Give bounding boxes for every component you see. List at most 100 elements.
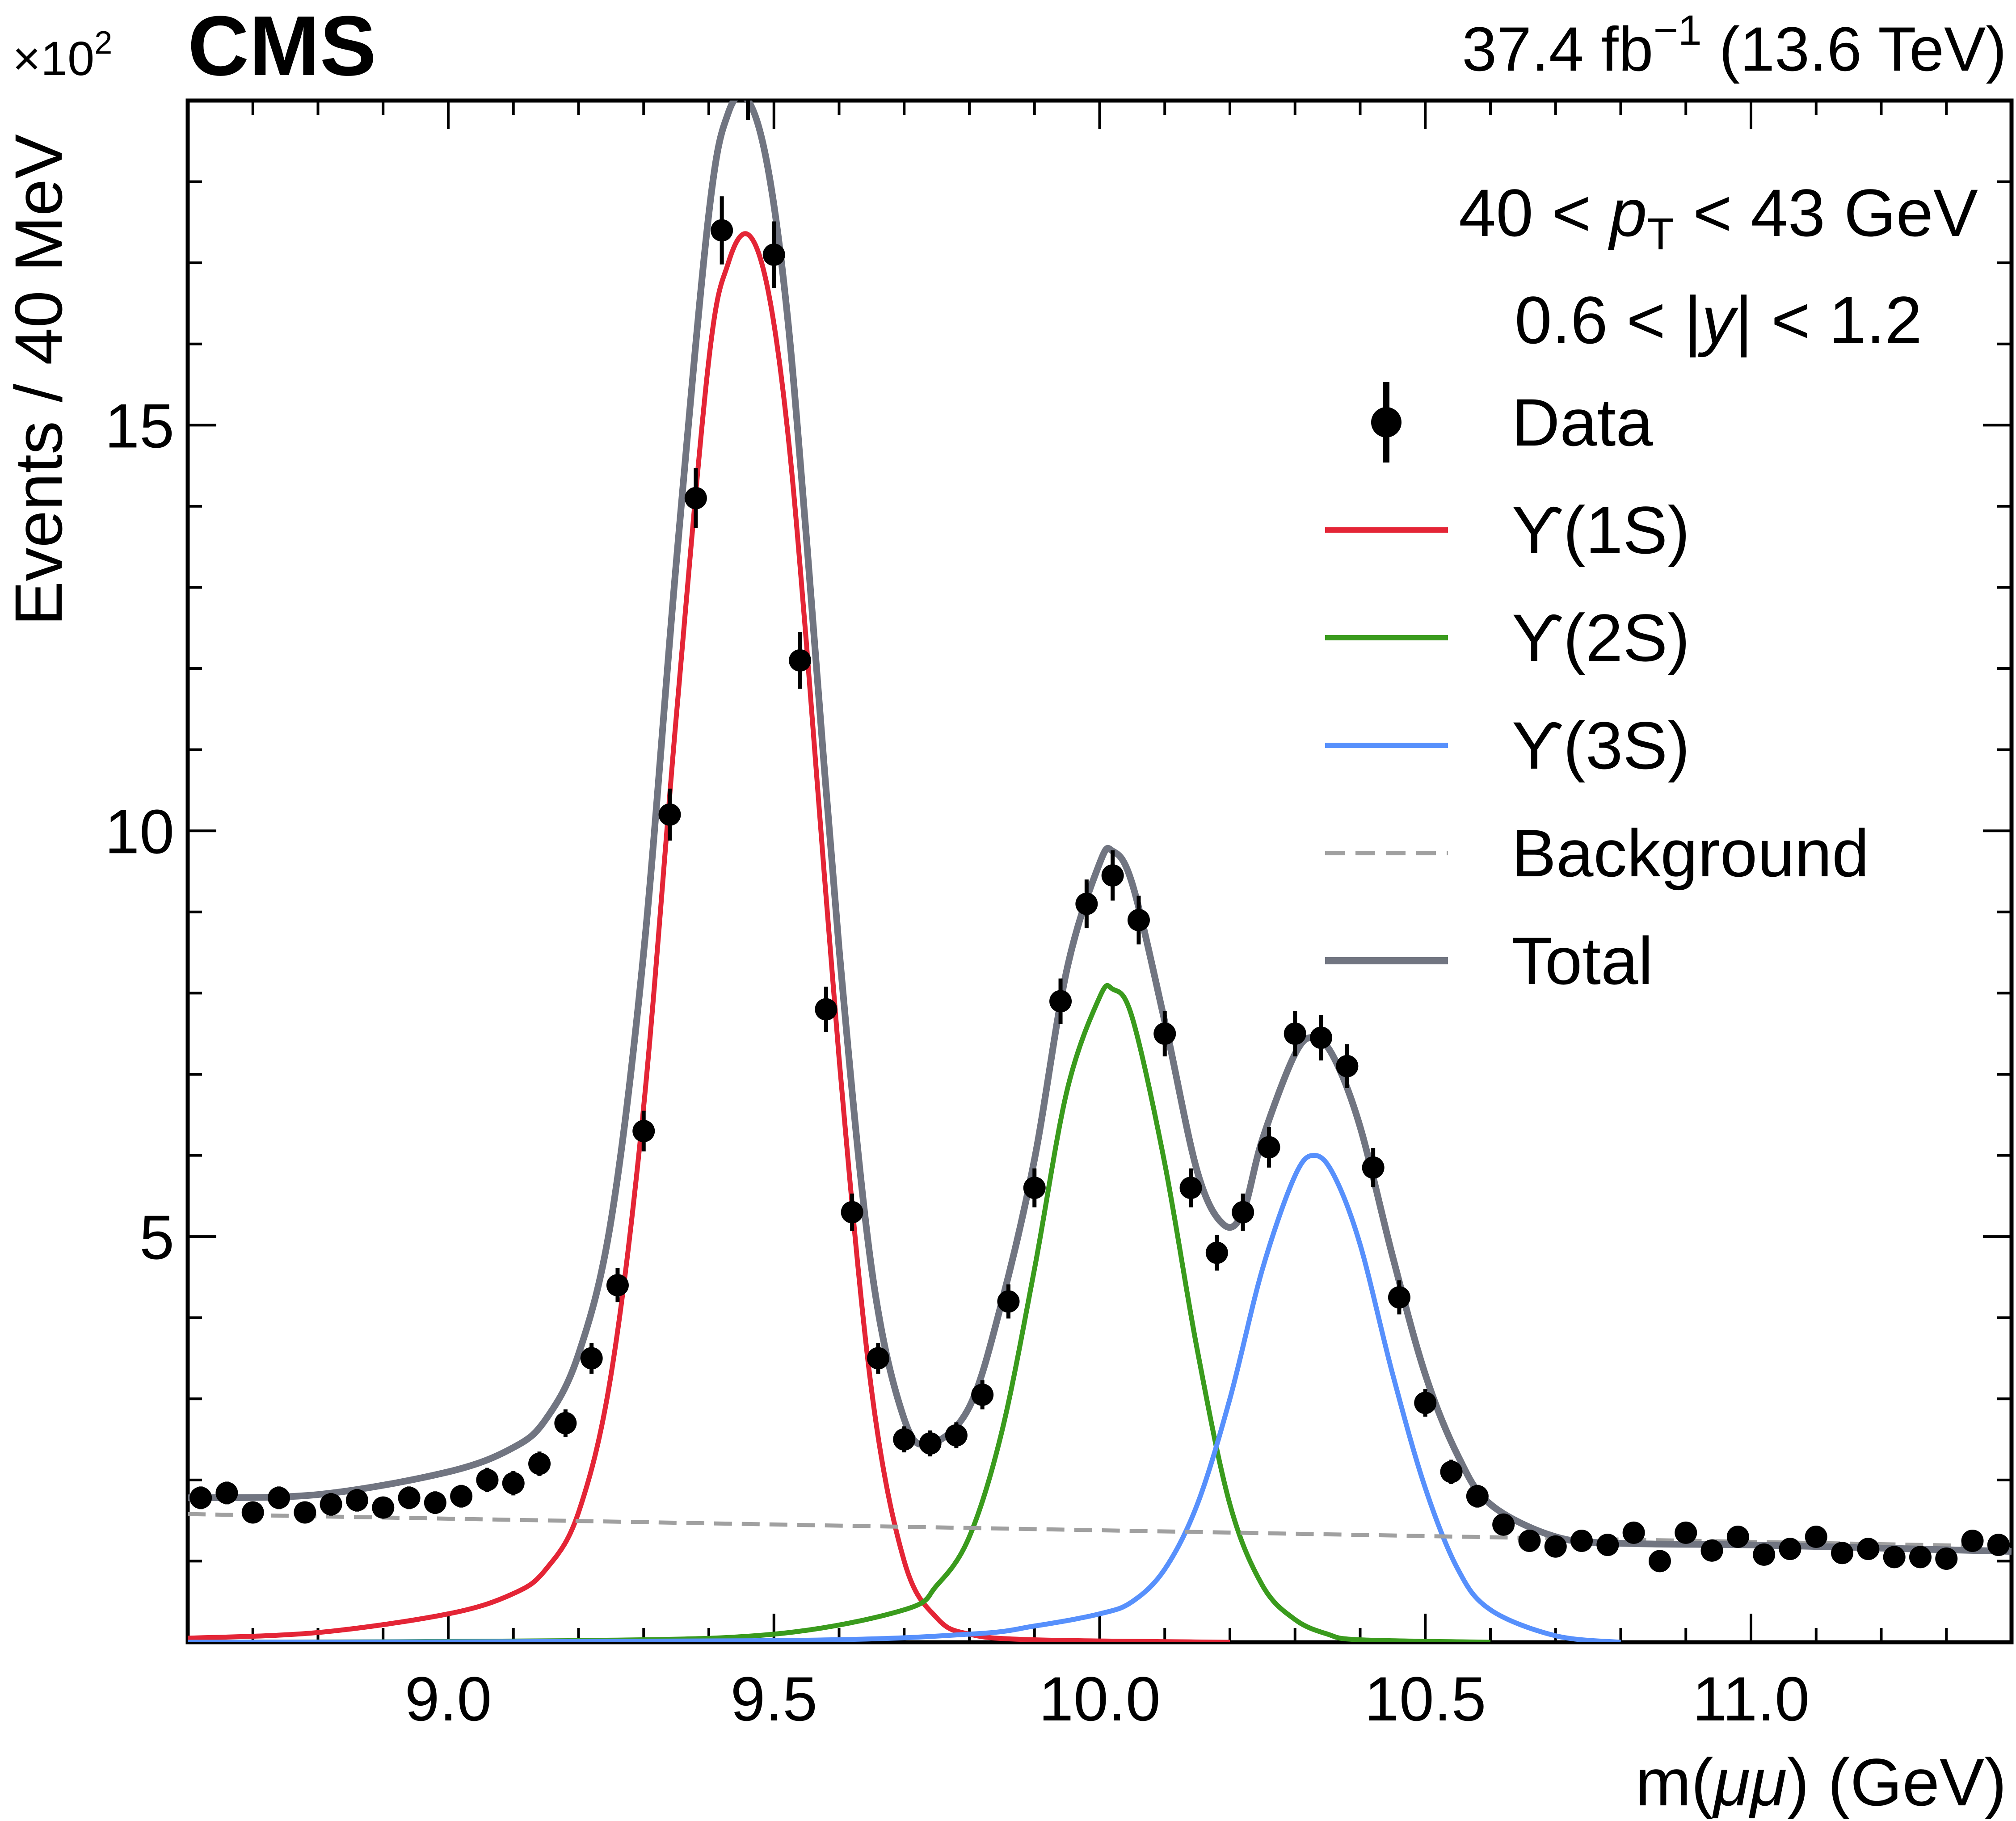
data-point [684, 487, 707, 509]
legend-label-data: Data [1511, 385, 1653, 460]
data-point [1023, 1177, 1046, 1199]
data-point [320, 1493, 342, 1516]
legend-label-ups1s: ϒ(1S) [1511, 492, 1690, 568]
data-point [971, 1384, 994, 1406]
data-point [1675, 1521, 1697, 1544]
x-axis-label: m(μμ) (GeV) [1635, 1745, 2007, 1820]
data-point [919, 1432, 942, 1455]
x-tick-label: 9.0 [405, 1664, 492, 1734]
data-point [1127, 908, 1150, 931]
legend-item-ups2s: ϒ(2S) [1325, 600, 1690, 675]
legend-label-ups2s: ϒ(2S) [1511, 600, 1690, 675]
data-point [1700, 1539, 1723, 1562]
data-point [815, 998, 838, 1021]
data-point [268, 1486, 290, 1509]
data-point [606, 1274, 629, 1297]
data-point [1726, 1525, 1749, 1548]
y-tick-label: 15 [105, 391, 174, 461]
data-point [997, 1290, 1020, 1313]
data-point [189, 1486, 212, 1509]
data-point [554, 1412, 577, 1434]
data-point [1622, 1521, 1645, 1544]
data-point [737, 73, 759, 96]
data-points [189, 73, 2010, 1573]
data-point [1101, 864, 1124, 887]
data-point [1492, 1513, 1515, 1536]
legend-item-total: Total [1325, 923, 1653, 998]
legend-data-marker [1371, 407, 1402, 437]
data-point [1805, 1525, 1827, 1548]
legend: Data ϒ(1S) ϒ(2S) ϒ(3S) Background Total [1325, 382, 1869, 998]
ups1s-curve [188, 231, 1230, 1642]
data-point [1961, 1530, 1984, 1552]
data-point [789, 649, 812, 672]
lumi-energy-label: 37.4 fb−1 (13.6 TeV) [1462, 7, 2007, 84]
data-point [1362, 1156, 1385, 1179]
axis-ticks [186, 99, 2013, 1642]
data-point [1388, 1286, 1410, 1309]
data-point [1544, 1535, 1567, 1558]
legend-label-ups3s: ϒ(3S) [1511, 708, 1690, 783]
data-point [1570, 1530, 1593, 1552]
data-point [1779, 1538, 1801, 1560]
data-point [1909, 1546, 1932, 1569]
data-point [1648, 1550, 1671, 1573]
data-point [1831, 1542, 1854, 1564]
legend-label-total: Total [1511, 923, 1653, 998]
data-point [294, 1501, 316, 1524]
x-tick-label: 10.0 [1039, 1664, 1160, 1734]
data-point [867, 1347, 889, 1370]
data-point [1883, 1546, 1906, 1569]
x-tick-label: 10.5 [1364, 1664, 1486, 1734]
data-point [1753, 1543, 1776, 1566]
data-point [424, 1491, 446, 1514]
axis-tick-labels: 9.0 9.5 10.0 10.5 11.0 5 10 15 [105, 391, 1810, 1734]
legend-label-background: Background [1511, 816, 1869, 891]
y-tick-label: 10 [105, 796, 174, 866]
data-point [241, 1501, 264, 1524]
legend-item-background: Background [1325, 816, 1869, 891]
data-point [1153, 1022, 1176, 1045]
data-point [528, 1452, 551, 1475]
data-point [893, 1428, 916, 1451]
x-tick-label: 11.0 [1692, 1664, 1810, 1734]
data-point [1987, 1534, 2010, 1556]
data-point [1857, 1538, 1880, 1560]
ups2s-curve [188, 983, 1491, 1642]
data-point [1232, 1201, 1254, 1224]
data-point [1284, 1022, 1306, 1045]
data-point [1258, 1136, 1280, 1159]
data-point [450, 1485, 473, 1508]
data-point [1205, 1241, 1228, 1264]
x-tick-label: 9.5 [730, 1664, 817, 1734]
data-point [1049, 990, 1072, 1013]
data-point [1336, 1055, 1359, 1077]
data-point [762, 244, 785, 266]
data-point [215, 1481, 238, 1504]
pt-range-label: 40 < pT < 43 GeV [1459, 175, 1978, 259]
data-point [632, 1120, 655, 1143]
data-point [1518, 1530, 1541, 1552]
data-point [502, 1472, 525, 1495]
data-point [580, 1347, 603, 1370]
data-point [945, 1424, 968, 1447]
legend-item-ups3s: ϒ(3S) [1325, 708, 1690, 783]
data-point [372, 1496, 395, 1519]
y-axis-label: Events / 40 MeV [1, 134, 76, 626]
data-point [658, 803, 681, 826]
data-point [711, 219, 733, 242]
data-point [345, 1489, 368, 1512]
data-point [841, 1201, 863, 1224]
data-point [1414, 1392, 1437, 1414]
data-point [398, 1486, 421, 1509]
data-point [1935, 1547, 1958, 1570]
data-point [1179, 1177, 1202, 1199]
y-tick-label: 5 [139, 1202, 174, 1272]
legend-item-data: Data [1371, 382, 1653, 463]
data-point [1440, 1460, 1463, 1483]
data-point [1075, 892, 1098, 915]
legend-item-ups1s: ϒ(1S) [1325, 492, 1690, 568]
data-point [1466, 1485, 1489, 1508]
cms-label: CMS [188, 0, 376, 93]
